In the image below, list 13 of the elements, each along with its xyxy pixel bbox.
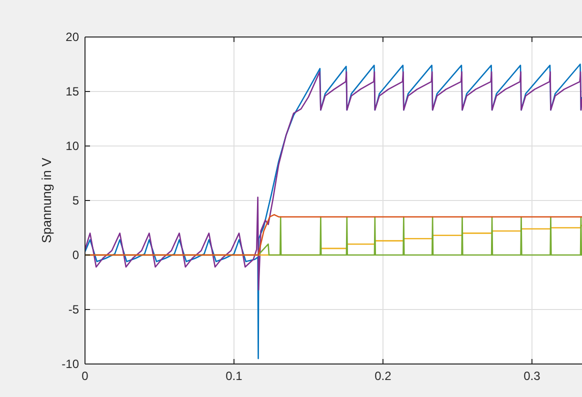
x-tick-label: 0.2 (374, 369, 392, 383)
x-tick-label: 0.1 (226, 369, 243, 383)
y-tick-label: -5 (68, 302, 80, 316)
y-tick-label: -10 (62, 357, 80, 371)
y-tick-label: 15 (66, 84, 80, 98)
x-tick-label: 0.3 (524, 369, 541, 383)
x-tick-label: 0 (82, 369, 89, 383)
y-tick-label: 20 (66, 30, 80, 44)
line-series (85, 71, 582, 291)
y-tick-label: 0 (72, 248, 80, 262)
y-axis-title: Spannung in V (39, 158, 54, 244)
y-tick-label: 10 (66, 139, 80, 153)
y-tick-label: 5 (72, 194, 80, 208)
